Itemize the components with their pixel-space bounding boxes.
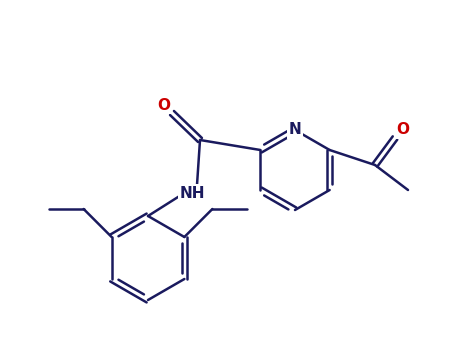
Text: N: N [288, 122, 301, 138]
Text: O: O [157, 98, 171, 112]
Text: O: O [396, 122, 410, 138]
Text: NH: NH [179, 186, 205, 201]
